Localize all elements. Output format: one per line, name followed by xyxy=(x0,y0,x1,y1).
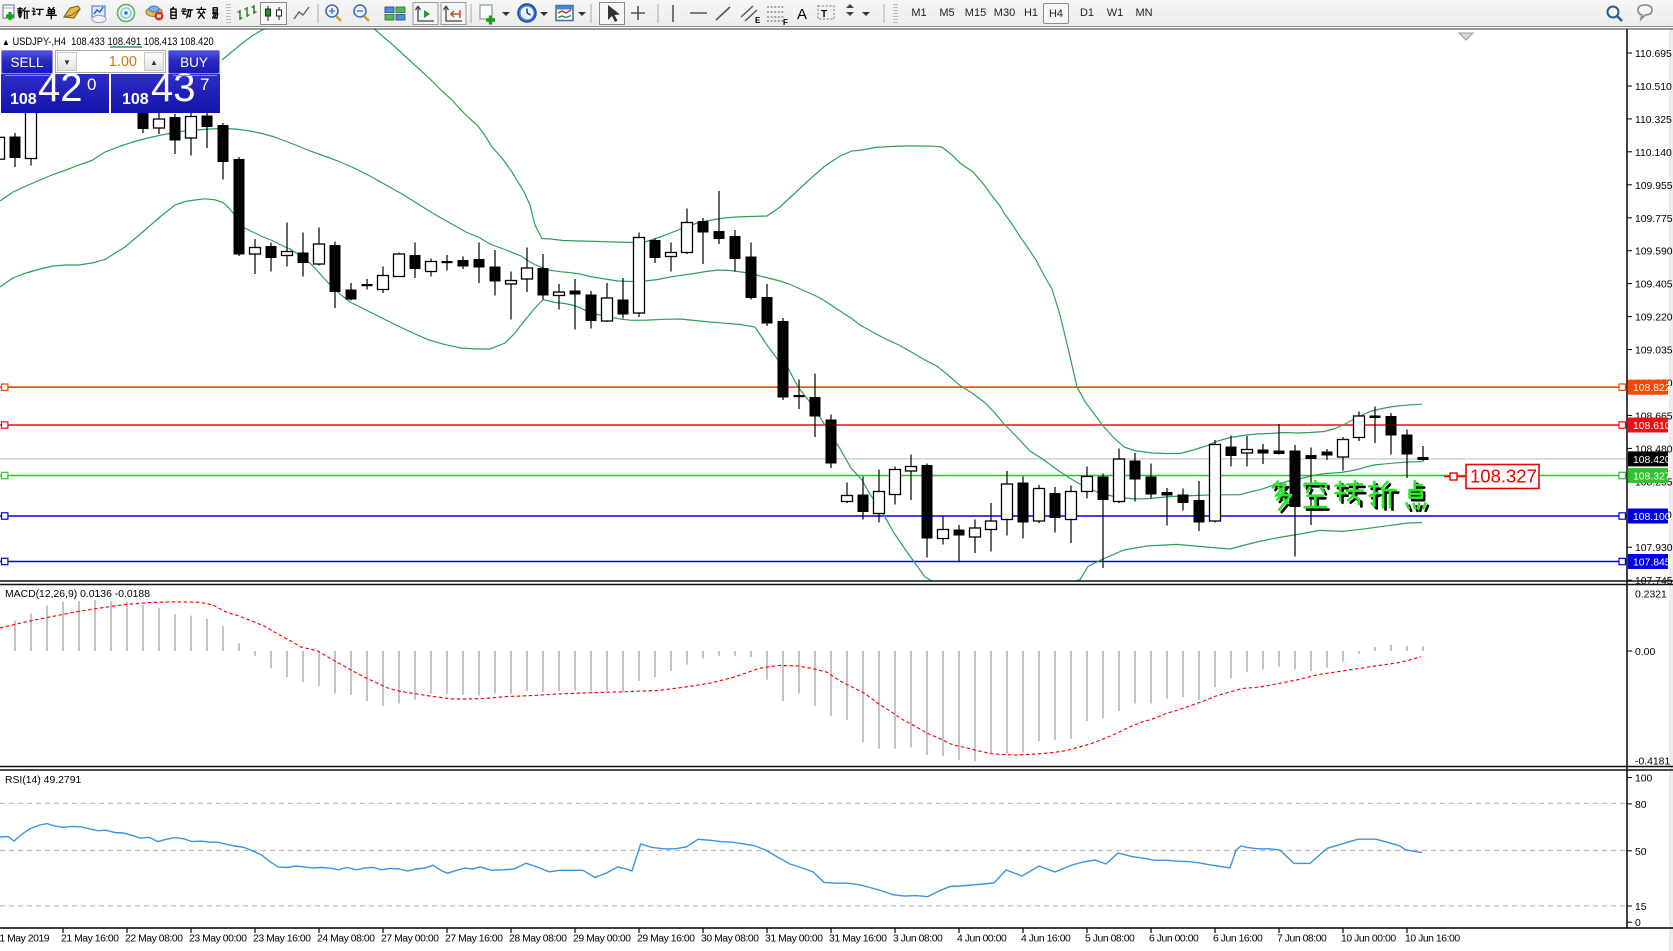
svg-text:6 Jun 16:00: 6 Jun 16:00 xyxy=(1213,934,1263,945)
svg-text:100: 100 xyxy=(1635,774,1653,785)
svg-text:108.610: 108.610 xyxy=(1633,421,1671,432)
svg-text:10 Jun 16:00: 10 Jun 16:00 xyxy=(1405,934,1460,945)
svg-text:22 May 08:00: 22 May 08:00 xyxy=(125,934,183,945)
svg-text:29 May 16:00: 29 May 16:00 xyxy=(637,934,695,945)
svg-text:F: F xyxy=(783,18,788,27)
svg-text:15: 15 xyxy=(1635,902,1647,913)
svg-text:109.775: 109.775 xyxy=(1635,214,1673,225)
svg-text:24 May 08:00: 24 May 08:00 xyxy=(317,934,375,945)
svg-text:31 May 16:00: 31 May 16:00 xyxy=(829,934,887,945)
svg-text:31 May 00:00: 31 May 00:00 xyxy=(765,934,823,945)
svg-text:108.822: 108.822 xyxy=(1633,383,1671,394)
svg-text:23 May 00:00: 23 May 00:00 xyxy=(189,934,247,945)
svg-text:0.2321: 0.2321 xyxy=(1635,589,1667,600)
svg-text:110.140: 110.140 xyxy=(1635,148,1672,159)
svg-text:4 Jun 16:00: 4 Jun 16:00 xyxy=(1021,934,1071,945)
svg-text:107.845: 107.845 xyxy=(1633,558,1671,569)
svg-text:MACD(12,26,9) 0.0136 -0.0188: MACD(12,26,9) 0.0136 -0.0188 xyxy=(5,589,150,600)
svg-text:-0.4181: -0.4181 xyxy=(1635,757,1670,768)
svg-text:23 May 16:00: 23 May 16:00 xyxy=(253,934,311,945)
svg-text:108.327: 108.327 xyxy=(1633,472,1671,483)
svg-text:109.035: 109.035 xyxy=(1635,346,1673,357)
svg-text:110.510: 110.510 xyxy=(1635,82,1672,93)
svg-text:A: A xyxy=(797,6,807,23)
svg-text:0: 0 xyxy=(1635,918,1641,929)
svg-text:50: 50 xyxy=(1635,847,1647,858)
svg-text:30 May 08:00: 30 May 08:00 xyxy=(701,934,759,945)
svg-text:E: E xyxy=(755,16,761,25)
svg-text:107.930: 107.930 xyxy=(1635,543,1673,554)
svg-text:10 Jun 00:00: 10 Jun 00:00 xyxy=(1341,934,1396,945)
svg-text:0.00: 0.00 xyxy=(1635,647,1655,658)
svg-text:108.665: 108.665 xyxy=(1635,411,1673,422)
svg-text:6 Jun 00:00: 6 Jun 00:00 xyxy=(1149,934,1199,945)
svg-text:T: T xyxy=(821,9,827,20)
svg-text:80: 80 xyxy=(1635,800,1647,811)
svg-text:3 Jun 08:00: 3 Jun 08:00 xyxy=(893,934,943,945)
svg-text:4 Jun 00:00: 4 Jun 00:00 xyxy=(957,934,1007,945)
svg-text:108.327: 108.327 xyxy=(1470,466,1537,487)
svg-text:27 May 16:00: 27 May 16:00 xyxy=(445,934,503,945)
svg-text:108.100: 108.100 xyxy=(1633,512,1671,523)
svg-text:5 Jun 08:00: 5 Jun 08:00 xyxy=(1085,934,1135,945)
svg-text:110.325: 110.325 xyxy=(1635,115,1672,126)
svg-text:28 May 08:00: 28 May 08:00 xyxy=(509,934,567,945)
svg-text:109.590: 109.590 xyxy=(1635,247,1673,258)
svg-text:108.480: 108.480 xyxy=(1635,444,1673,455)
svg-text:27 May 00:00: 27 May 00:00 xyxy=(381,934,439,945)
svg-text:21 May 16:00: 21 May 16:00 xyxy=(61,934,119,945)
svg-text:7 Jun 08:00: 7 Jun 08:00 xyxy=(1277,934,1327,945)
svg-text:RSI(14) 49.2791: RSI(14) 49.2791 xyxy=(5,775,81,786)
svg-text:109.955: 109.955 xyxy=(1635,181,1673,192)
svg-text:29 May 00:00: 29 May 00:00 xyxy=(573,934,631,945)
svg-text:109.405: 109.405 xyxy=(1635,280,1673,291)
svg-text:110.695: 110.695 xyxy=(1635,49,1672,60)
svg-text:109.220: 109.220 xyxy=(1635,313,1673,324)
svg-text:21 May 2019: 21 May 2019 xyxy=(0,934,50,945)
svg-text:108.420: 108.420 xyxy=(1633,455,1671,466)
